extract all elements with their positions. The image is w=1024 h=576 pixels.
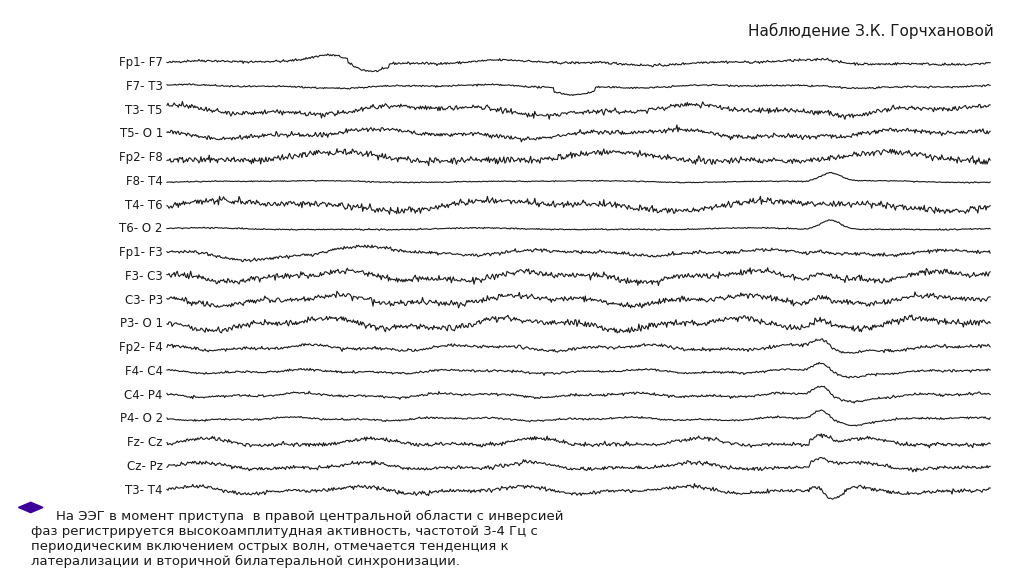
Text: T6- O 2: T6- O 2 xyxy=(120,222,163,236)
Text: F8- T4: F8- T4 xyxy=(126,175,163,188)
Text: Наблюдение З.К. Горчхановой: Наблюдение З.К. Горчхановой xyxy=(748,23,993,39)
Text: Fz- Cz: Fz- Cz xyxy=(127,436,163,449)
Text: периодическим включением острых волн, отмечается тенденция к: периодическим включением острых волн, от… xyxy=(31,540,508,553)
Text: C3- P3: C3- P3 xyxy=(125,294,163,307)
Text: F7- T3: F7- T3 xyxy=(126,80,163,93)
Text: P4- O 2: P4- O 2 xyxy=(120,412,163,426)
Text: латерализации и вторичной билатеральной синхронизации.: латерализации и вторичной билатеральной … xyxy=(31,555,460,568)
Text: Cz- Pz: Cz- Pz xyxy=(127,460,163,473)
Text: C4- P4: C4- P4 xyxy=(125,389,163,401)
Text: T4- T6: T4- T6 xyxy=(125,199,163,212)
Text: Fp1- F7: Fp1- F7 xyxy=(119,56,163,69)
Text: Fp2- F4: Fp2- F4 xyxy=(119,341,163,354)
Text: На ЭЭГ в момент приступа  в правой центральной области с инверсией: На ЭЭГ в момент приступа в правой центра… xyxy=(56,510,564,523)
Text: Fp2- F8: Fp2- F8 xyxy=(119,151,163,164)
Text: Fp1- F3: Fp1- F3 xyxy=(119,246,163,259)
Text: T3- T5: T3- T5 xyxy=(126,104,163,117)
Text: F4- C4: F4- C4 xyxy=(125,365,163,378)
Text: P3- O 1: P3- O 1 xyxy=(120,317,163,331)
Text: T3- T4: T3- T4 xyxy=(125,484,163,497)
Text: F3- C3: F3- C3 xyxy=(125,270,163,283)
Text: T5- O 1: T5- O 1 xyxy=(120,127,163,141)
Text: фаз регистрируется высокоамплитудная активность, частотой 3-4 Гц с: фаз регистрируется высокоамплитудная акт… xyxy=(31,525,538,538)
